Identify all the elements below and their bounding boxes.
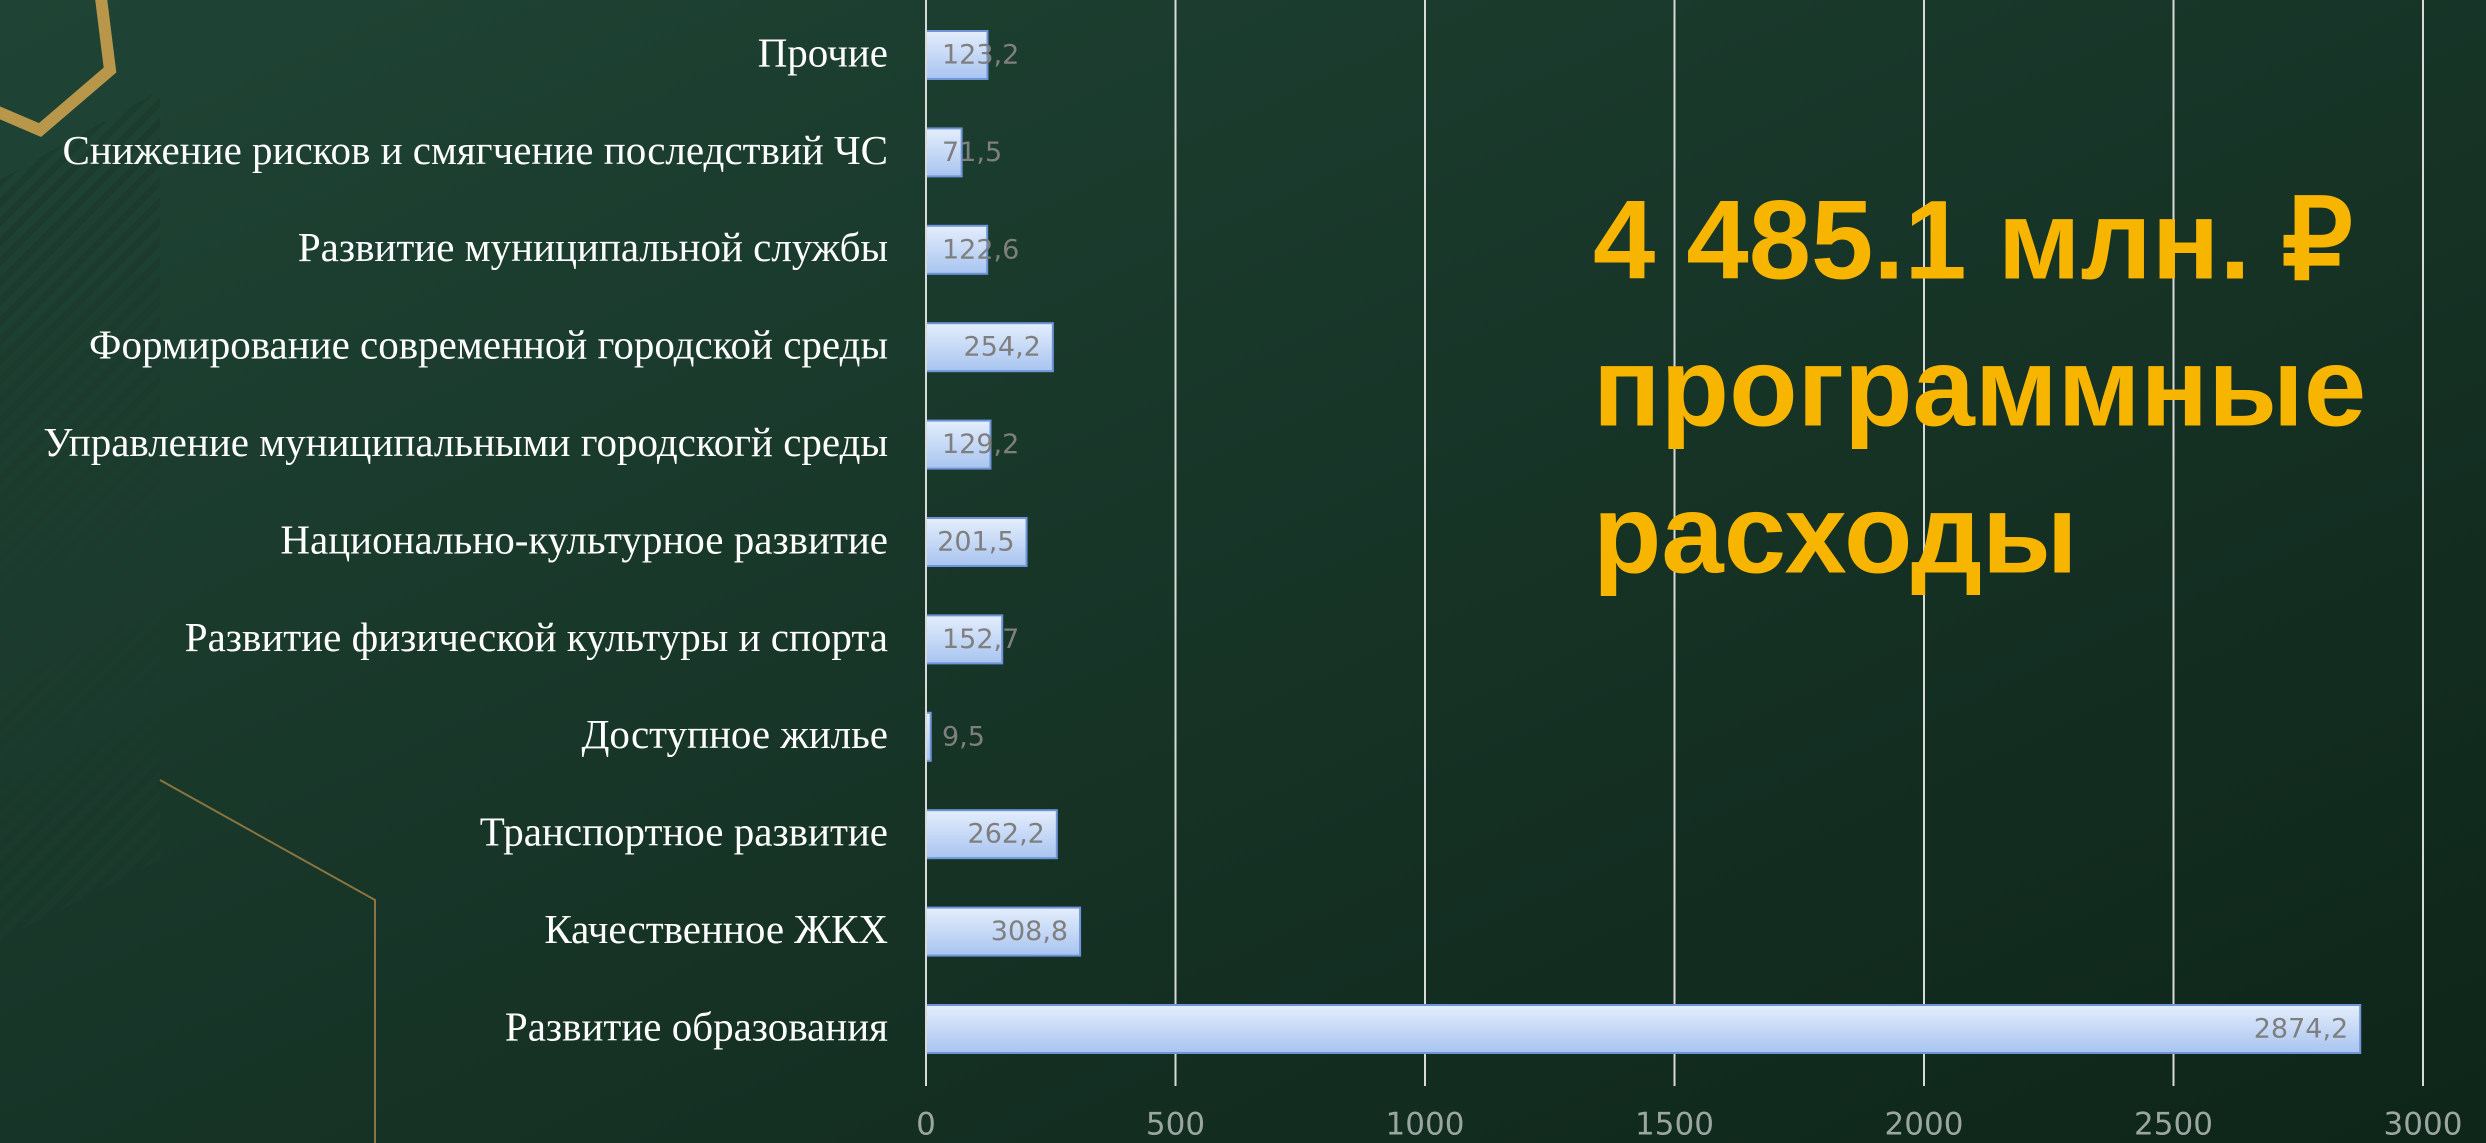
category-label: Формирование современной городской среды bbox=[89, 322, 888, 368]
headline: 4 485.1 млн. ₽ bbox=[1593, 178, 2353, 303]
x-tick-label: 0 bbox=[916, 1107, 936, 1143]
value-label: 201,5 bbox=[937, 527, 1014, 558]
category-label: Национально-культурное развитие bbox=[280, 516, 888, 562]
value-label: 122,6 bbox=[942, 234, 1019, 265]
value-label: 71,5 bbox=[942, 137, 1002, 168]
value-label: 123,2 bbox=[942, 40, 1019, 71]
category-label: Управление муниципальными городскогй сре… bbox=[43, 419, 888, 465]
x-tick-label: 1500 bbox=[1635, 1107, 1714, 1143]
value-label: 262,2 bbox=[968, 819, 1045, 850]
category-label: Прочие bbox=[758, 29, 888, 75]
decor-stripes bbox=[0, 90, 160, 940]
headline: расходы bbox=[1593, 472, 2078, 597]
x-tick-label: 1000 bbox=[1386, 1107, 1465, 1143]
category-label: Доступное жилье bbox=[581, 711, 888, 757]
headline: программные bbox=[1593, 325, 2366, 450]
x-tick-label: 3000 bbox=[2384, 1107, 2463, 1143]
bar bbox=[925, 30, 989, 80]
category-label: Развитие образования bbox=[505, 1003, 888, 1049]
value-label: 254,2 bbox=[964, 332, 1041, 363]
bar bbox=[925, 127, 963, 178]
bar bbox=[925, 1004, 2362, 1054]
value-label: 129,2 bbox=[942, 429, 1019, 460]
decor-line bbox=[159, 779, 376, 1143]
bar bbox=[925, 614, 1004, 665]
bar bbox=[925, 517, 1028, 567]
bar bbox=[925, 419, 992, 470]
x-tick-label: 2000 bbox=[1885, 1107, 1964, 1143]
value-label: 152,7 bbox=[942, 624, 1019, 655]
x-tick-label: 2500 bbox=[2134, 1107, 2213, 1143]
value-label: 9,5 bbox=[942, 721, 985, 752]
category-label: Развитие физической культуры и спорта bbox=[185, 614, 888, 660]
bar bbox=[925, 809, 1058, 860]
value-label: 308,8 bbox=[991, 916, 1068, 947]
value-label: 2874,2 bbox=[2254, 1014, 2348, 1045]
category-label: Развитие муниципальной службы bbox=[298, 224, 888, 270]
category-label: Качественное ЖКХ bbox=[544, 906, 888, 952]
bar bbox=[925, 906, 1082, 957]
decor-hexagon bbox=[0, 0, 117, 137]
bar bbox=[925, 322, 1054, 373]
category-label: Транспортное развитие bbox=[480, 809, 888, 855]
x-tick-label: 500 bbox=[1146, 1107, 1205, 1143]
category-label: Снижение рисков и смягчение последствий … bbox=[62, 127, 888, 173]
